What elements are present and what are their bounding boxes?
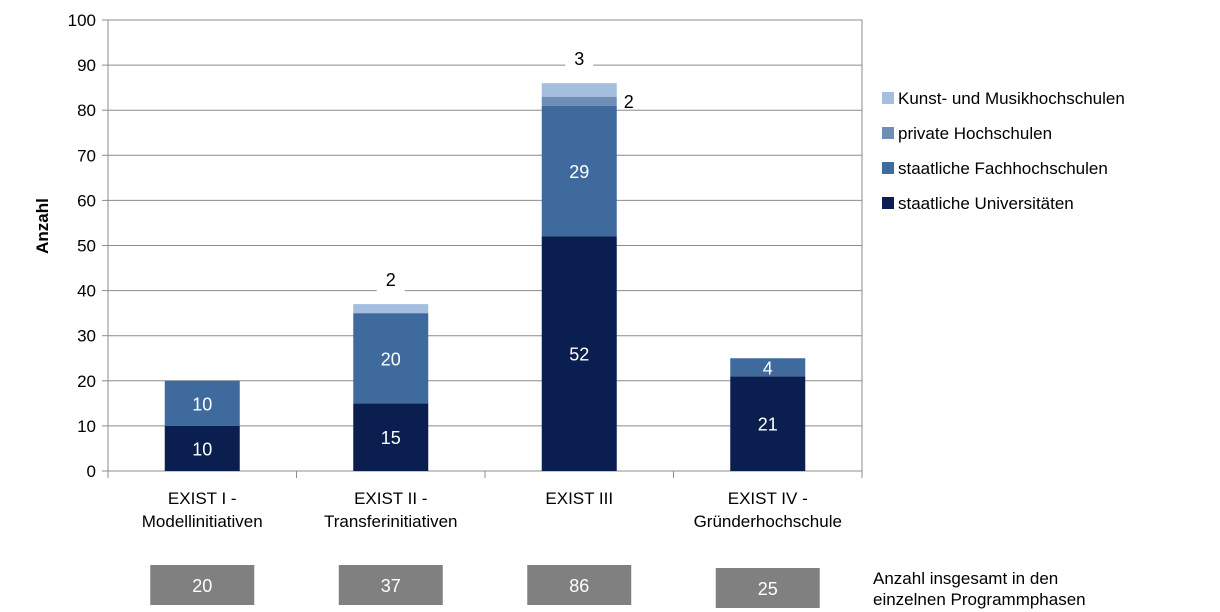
legend: Kunst- und Musikhochschulen private Hochs… <box>882 89 1125 213</box>
bar-segment <box>730 358 806 377</box>
y-tick-label: 30 <box>77 327 96 346</box>
y-tick-label: 10 <box>77 417 96 436</box>
x-category-label: EXIST IV - <box>728 489 808 508</box>
legend-swatch <box>882 92 894 104</box>
x-category-label: EXIST II - <box>354 489 427 508</box>
legend-label: private Hochschulen <box>898 124 1052 143</box>
total-box <box>527 565 632 605</box>
legend-swatch <box>882 127 894 139</box>
data-labels: 10 10 15 20 2 52 29 2 3 21 4 <box>192 47 778 459</box>
bar-segment <box>541 83 617 97</box>
legend-swatch <box>882 162 894 174</box>
total-box <box>150 565 255 605</box>
x-category-label: Transferinitiativen <box>324 512 458 531</box>
data-label: 3 <box>574 49 584 69</box>
data-label: 20 <box>381 349 401 369</box>
data-label: 10 <box>192 394 212 414</box>
y-tick-label: 70 <box>77 146 96 165</box>
bar-segment <box>353 304 429 314</box>
totals-row: 20 37 86 25 <box>150 565 820 608</box>
x-category-labels: EXIST I - Modellinitiativen EXIST II - Tran… <box>142 489 842 531</box>
x-category-label: Modellinitiativen <box>142 512 263 531</box>
bar-segment <box>541 105 617 237</box>
totals-note-line: einzelnen Programmphasen <box>873 590 1086 609</box>
totals-note: Anzahl insgesamt in den einzelnen Program… <box>873 569 1086 609</box>
y-tick-label: 90 <box>77 56 96 75</box>
bar-segment <box>541 236 617 471</box>
bars <box>164 83 806 471</box>
y-tick-label: 60 <box>77 191 96 210</box>
bar-segment <box>164 425 240 471</box>
bar-segment <box>353 313 429 404</box>
data-label: 2 <box>624 92 634 112</box>
total-value: 20 <box>192 576 212 596</box>
total-value: 37 <box>381 576 401 596</box>
x-category-label: EXIST III <box>545 489 613 508</box>
y-tick-label: 100 <box>68 11 96 30</box>
bar-segment <box>730 376 806 471</box>
total-box <box>338 565 443 605</box>
data-label-box <box>376 268 405 293</box>
data-label: 29 <box>569 162 589 182</box>
axes <box>102 19 863 478</box>
data-label: 4 <box>763 358 773 378</box>
total-value: 86 <box>569 576 589 596</box>
data-label: 2 <box>386 270 396 290</box>
data-label: 15 <box>381 428 401 448</box>
data-label: 21 <box>758 415 778 435</box>
data-label-box <box>565 47 594 72</box>
data-label: 52 <box>569 345 589 365</box>
bar-segment <box>541 96 617 106</box>
total-value: 25 <box>758 579 778 599</box>
totals-note-line: Anzahl insgesamt in den <box>873 569 1058 588</box>
y-tick-label: 20 <box>77 372 96 391</box>
y-tick-label: 50 <box>77 237 96 256</box>
legend-label: staatliche Universitäten <box>898 194 1074 213</box>
y-tick-label: 80 <box>77 101 96 120</box>
legend-label: Kunst- und Musikhochschulen <box>898 89 1125 108</box>
legend-swatch <box>882 197 894 209</box>
y-tick-labels: 0 10 20 30 40 50 60 70 80 90 100 <box>68 11 96 481</box>
x-category-label: EXIST I - <box>168 489 237 508</box>
total-box <box>715 568 820 608</box>
y-tick-label: 40 <box>77 282 96 301</box>
data-label: 10 <box>192 439 212 459</box>
x-category-label: Gründerhochschule <box>694 512 842 531</box>
y-tick-label: 0 <box>87 462 96 481</box>
bar-segment <box>164 380 240 426</box>
bar-segment <box>353 403 429 471</box>
legend-label: staatliche Fachhochschulen <box>898 159 1108 178</box>
y-axis-label: Anzahl <box>33 198 52 254</box>
